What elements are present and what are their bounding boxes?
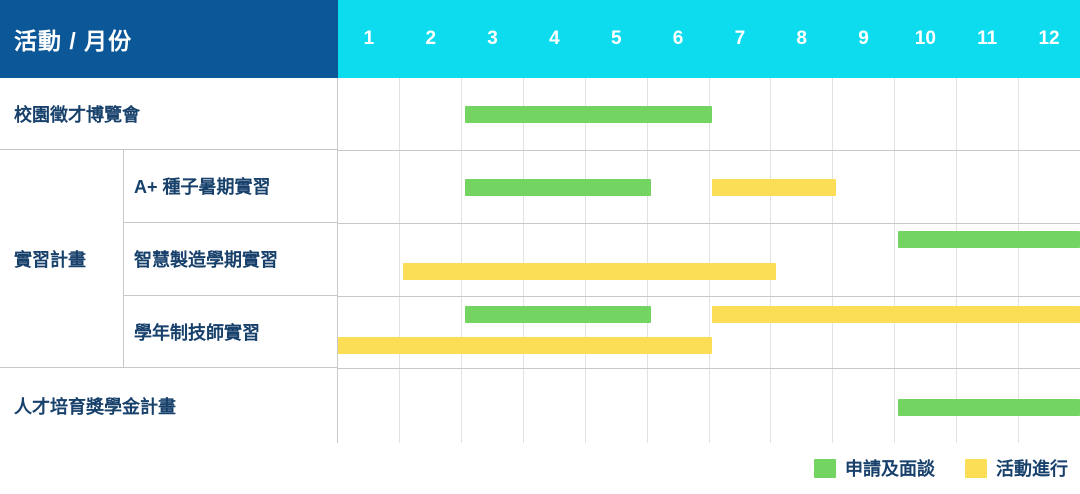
- legend-swatch-green-icon: [814, 458, 836, 478]
- bar-talent-scholarship-program-application[interactable]: [898, 399, 1080, 416]
- activity-label: 學年制技師實習: [134, 323, 260, 343]
- grid-column-line: [647, 78, 648, 443]
- bar-smart-manufacturing-internship-activity[interactable]: [403, 263, 776, 280]
- grid-column-line: [585, 78, 586, 443]
- activity-label: 智慧製造學期實習: [134, 250, 278, 270]
- month-header-7: 7: [734, 28, 746, 49]
- month-header-10: 10: [914, 28, 936, 49]
- grid-column-line: [523, 78, 524, 443]
- page-title: 活動 / 月份: [14, 28, 133, 54]
- month-header-12: 12: [1038, 28, 1060, 49]
- month-header-8: 8: [796, 28, 807, 49]
- activity-row-smart-manufacturing-internship[interactable]: 智慧製造學期實習: [124, 223, 338, 296]
- legend-item-application[interactable]: 申請及面談: [814, 455, 935, 481]
- activity-row-campus-job-fair[interactable]: 校園徵才博覽會: [0, 78, 338, 150]
- legend-swatch-yellow-icon: [965, 458, 987, 478]
- legend-item-activity[interactable]: 活動進行: [965, 455, 1068, 481]
- month-header-strip: 1 2 3 4 5 6 7 8 9 10 11 12: [338, 0, 1080, 78]
- grid-row-line: [338, 150, 1080, 151]
- grid-column-line: [770, 78, 771, 443]
- group-label: 實習計畫: [14, 249, 86, 270]
- bar-yearlong-technician-internship-application[interactable]: [465, 306, 651, 323]
- grid-column-line: [709, 78, 710, 443]
- grid-column-line: [1018, 78, 1019, 443]
- legend: 申請及面談 活動進行: [814, 455, 1068, 481]
- activity-label: 校園徵才博覽會: [14, 104, 140, 125]
- header-title-cell: 活動 / 月份: [0, 0, 338, 78]
- bar-yearlong-technician-internship-activity-spring[interactable]: [338, 337, 712, 354]
- bar-aplus-summer-internship-application[interactable]: [465, 179, 651, 196]
- grid-column-line: [399, 78, 400, 443]
- month-header-11: 11: [977, 28, 998, 49]
- grid-row-line: [338, 223, 1080, 224]
- month-header-1: 1: [363, 28, 375, 49]
- gantt-table: 活動 / 月份 1 2 3 4 5 6 7 8 9 10 11 12 校園徵才博…: [0, 0, 1080, 443]
- grid-row-line: [338, 368, 1080, 369]
- month-header-6: 6: [672, 28, 684, 49]
- month-header-9: 9: [858, 28, 869, 49]
- grid-row-line: [338, 296, 1080, 297]
- month-header-3: 3: [487, 28, 498, 49]
- group-name-cell: 實習計畫: [0, 150, 124, 367]
- activity-row-yearlong-technician-internship[interactable]: 學年制技師實習: [124, 296, 338, 368]
- activity-group-internship: 實習計畫 A+ 種子暑期實習 智慧製造學期實習 學年制技師實習: [0, 150, 338, 368]
- bar-yearlong-technician-internship-activity-fall[interactable]: [712, 306, 1080, 323]
- grid-column-line: [894, 78, 895, 443]
- activity-row-aplus-summer-internship[interactable]: A+ 種子暑期實習: [124, 150, 338, 223]
- activity-label-column: 校園徵才博覽會 實習計畫 A+ 種子暑期實習 智慧製造學期實習 學年制技師實習: [0, 78, 338, 443]
- activity-label: A+ 種子暑期實習: [134, 177, 271, 197]
- month-header-4: 4: [549, 28, 560, 49]
- month-header-5: 5: [610, 28, 622, 49]
- activity-row-talent-scholarship-program[interactable]: 人才培育獎學金計畫: [0, 368, 338, 443]
- month-header-2: 2: [425, 28, 437, 49]
- bar-smart-manufacturing-internship-application[interactable]: [898, 231, 1080, 248]
- legend-label-activity: 活動進行: [996, 459, 1068, 479]
- bar-aplus-summer-internship-activity[interactable]: [712, 179, 836, 196]
- group-sub-rows: A+ 種子暑期實習 智慧製造學期實習 學年制技師實習: [124, 150, 338, 367]
- gantt-grid-area: [338, 78, 1080, 443]
- grid-column-line: [832, 78, 833, 443]
- grid-column-line: [461, 78, 462, 443]
- bar-campus-job-fair-application[interactable]: [465, 106, 712, 123]
- activity-label: 人才培育獎學金計畫: [14, 396, 176, 417]
- grid-column-line: [956, 78, 957, 443]
- table-header-row: 活動 / 月份 1 2 3 4 5 6 7 8 9 10 11 12: [0, 0, 1080, 78]
- legend-label-application: 申請及面談: [845, 459, 935, 479]
